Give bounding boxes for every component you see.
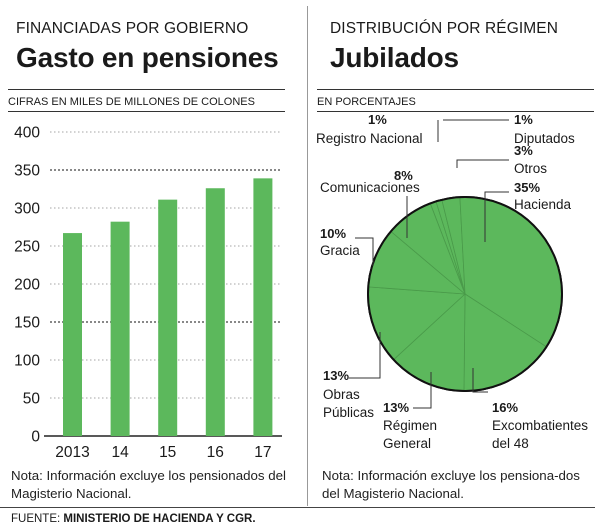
y-tick-label: 200	[14, 277, 40, 294]
pie-outline	[367, 196, 563, 392]
bar-2013	[63, 233, 82, 436]
source-label: FUENTE:	[11, 513, 61, 525]
x-tick-label: 16	[207, 444, 224, 461]
pie-pct-label: 3%	[514, 143, 533, 158]
bar-15	[158, 199, 178, 436]
panel-divider	[307, 6, 308, 506]
pie-pct-label: 16%	[492, 400, 518, 415]
pie-slice-label: Gracia	[320, 243, 360, 258]
y-tick-label: 150	[14, 315, 40, 332]
x-tick-label: 17	[254, 444, 271, 461]
pie-chart-title: Jubilados	[330, 42, 459, 73]
pie-slice-label: Públicas	[323, 405, 374, 420]
bar-14	[110, 221, 130, 436]
pie-pct-label: 13%	[323, 368, 349, 383]
pie-chart-slices	[367, 196, 563, 392]
pie-chart-kicker: DISTRIBUCIÓN POR RÉGIMEN	[330, 20, 559, 37]
pie-pct-label: 1%	[514, 112, 533, 127]
bar-chart-subtitle: CIFRAS EN MILES DE MILLONES DE COLONES	[8, 96, 255, 108]
bar-16	[205, 188, 225, 436]
right-title-rule	[317, 89, 594, 90]
bar-chart-bars	[63, 178, 273, 437]
pie-slice-label: Excombatientes	[492, 418, 588, 433]
pie-slice-label: General	[383, 436, 431, 451]
leader-line	[355, 237, 374, 266]
leader-line	[349, 332, 381, 379]
y-tick-label: 250	[14, 239, 40, 256]
pie-slice-label: Registro Nacional	[316, 131, 423, 146]
y-tick-label: 100	[14, 353, 40, 370]
pie-chart-leader-lines	[349, 119, 509, 409]
source-line: FUENTE: MINISTERIO DE HACIENDA Y CGR.	[11, 513, 256, 525]
pie-slice-label: Obras	[323, 387, 360, 402]
pie-chart-note: Nota: Información excluye los pensiona-d…	[322, 468, 580, 501]
leader-line	[472, 368, 488, 393]
pie-pct-label: 1%	[368, 112, 387, 127]
y-tick-label: 300	[14, 201, 40, 218]
pie-pct-label: 8%	[394, 168, 413, 183]
left-subtitle-rule	[8, 111, 285, 112]
pie-chart-subtitle: EN PORCENTAJES	[317, 96, 416, 108]
pie-slice-label: Diputados	[514, 131, 575, 146]
x-tick-label: 15	[159, 444, 176, 461]
bar-chart-note: Nota: Información excluye los pensionado…	[11, 468, 286, 501]
bar-chart-y-ticks: 0 50 100 150 200 250 300 350 400	[14, 125, 40, 446]
pie-pct-label: 10%	[320, 226, 346, 241]
pie-slice-label: del 48	[492, 436, 529, 451]
pie-slice-label: Comunicaciones	[320, 180, 420, 195]
y-tick-label: 0	[31, 429, 40, 446]
right-subtitle-rule	[317, 111, 594, 112]
pie-slice-label: Otros	[514, 161, 547, 176]
left-title-rule	[8, 89, 285, 90]
bar-chart-kicker: FINANCIADAS POR GOBIERNO	[16, 20, 249, 37]
x-tick-label: 2013	[55, 444, 89, 461]
pie-pct-label: 13%	[383, 400, 409, 415]
bar-chart: 0 50 100 150 200 250 300 350 400 2013 14 15 16 17	[14, 125, 282, 461]
x-tick-label: 14	[111, 444, 129, 461]
leader-line	[413, 372, 432, 409]
leader-line	[484, 191, 509, 242]
leader-line	[456, 159, 509, 168]
bar-17	[253, 178, 273, 437]
pie-slice-label: Hacienda	[514, 197, 572, 212]
pie-pct-label: 35%	[514, 180, 540, 195]
y-tick-label: 350	[14, 163, 40, 180]
y-tick-label: 400	[14, 125, 40, 142]
footer-rule	[0, 507, 595, 508]
y-tick-label: 50	[23, 391, 41, 408]
bar-chart-title: Gasto en pensiones	[16, 42, 279, 73]
source-text: MINISTERIO DE HACIENDA Y CGR.	[63, 513, 256, 525]
bar-chart-x-ticks: 2013 14 15 16 17	[55, 444, 271, 461]
pie-slice-label: Régimen	[383, 418, 437, 433]
